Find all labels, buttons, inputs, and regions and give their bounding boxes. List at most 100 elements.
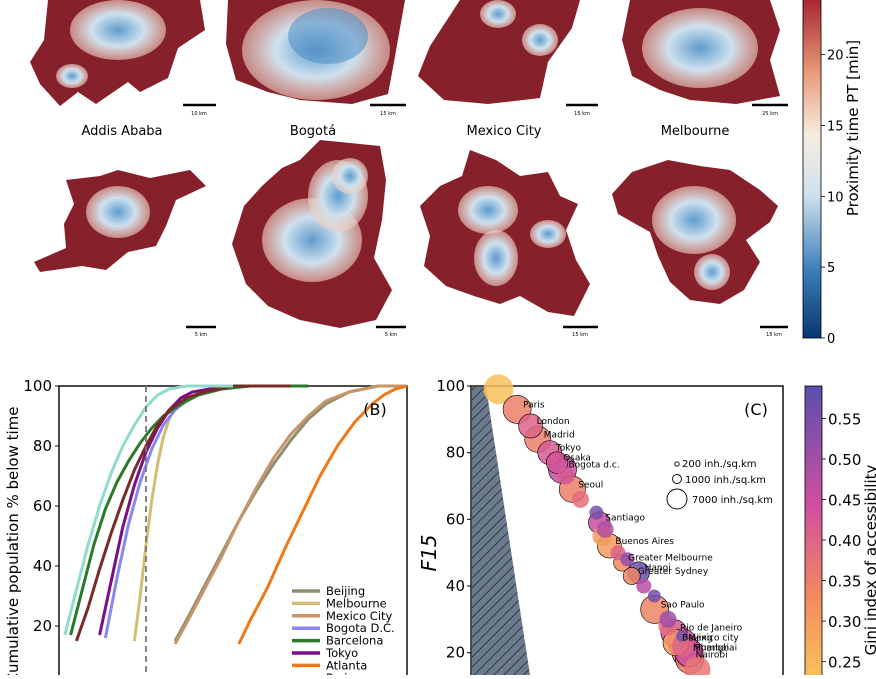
- city-point-label: Buenos Aires: [615, 537, 674, 547]
- pt-colorbar: 0 5 10 15 20 Proximity time PT [min]: [802, 0, 862, 347]
- series-line-mexico-city: [173, 384, 407, 645]
- city-point: [659, 610, 677, 628]
- panel-b-yticks: 20 40 60 80 100: [23, 377, 59, 635]
- panel-c-ytick-label: 100: [436, 377, 465, 395]
- city-point: [518, 413, 543, 439]
- legend-entry: Barcelona: [326, 634, 383, 648]
- panel-b-ytick-label: 40: [33, 557, 52, 575]
- gini-tick-label: 0.45: [828, 492, 861, 510]
- panel-c-ytick-label: 40: [446, 577, 465, 595]
- gini-colorbar-label: Gini index of accessibility: [862, 465, 876, 656]
- panel-c-ytick-label: 80: [446, 444, 465, 462]
- panel-b-ylabel: Cumulative population % below time: [4, 406, 22, 675]
- gini-tick-label: 0.30: [828, 613, 861, 631]
- panel-c-ylabel: F15: [417, 535, 441, 572]
- map-melbourne-scalebar: 15 km: [766, 332, 782, 338]
- map-top-2: 15 km: [226, 0, 406, 117]
- map-title-addis-ababa: Addis Ababa: [81, 124, 162, 139]
- city-point-label: Hanoi: [645, 564, 671, 574]
- size-legend-small-marker: [674, 461, 680, 467]
- city-point-label: Madrid: [544, 430, 575, 440]
- city-point-label: Sao Paulo: [661, 600, 705, 610]
- panel-b-ytick-label: 20: [33, 617, 52, 635]
- city-point: [571, 490, 589, 508]
- pt-colorbar-gradient: [802, 0, 822, 339]
- city-point-label: Santiago: [605, 514, 645, 524]
- city-point: [557, 467, 575, 485]
- size-legend-large: 7000 inh./sq.km: [692, 495, 773, 506]
- gini-colorbar-gradient: [804, 385, 823, 679]
- city-point-label: Osaka: [563, 454, 591, 464]
- size-legend-large-marker: [666, 488, 688, 510]
- city-point: [483, 374, 514, 405]
- gini-tick-label: 0.35: [828, 573, 861, 591]
- city-point-label: Greater Sydney: [638, 567, 709, 577]
- panel-c-size-legend: 200 inh./sq.km 1000 inh./sq.km 7000 inh.…: [666, 459, 773, 510]
- gini-tick-label: 0.55: [828, 410, 861, 428]
- map-title-melbourne: Melbourne: [661, 124, 730, 139]
- city-point-label: Mumbai: [693, 644, 729, 654]
- map-top-1-scalebar: 10 km: [191, 111, 207, 117]
- map-row-top: 10 km 15 km 15 km 25 km: [30, 0, 788, 117]
- size-legend-medium: 1000 inh./sq.km: [685, 475, 766, 486]
- panel-b-ytick-label: 80: [33, 437, 52, 455]
- map-top-4: 25 km: [622, 0, 788, 117]
- legend-entry: Melbourne: [326, 596, 387, 610]
- map-mexico-city: 15 km: [420, 150, 598, 338]
- legend-entry: Tokyo: [325, 646, 358, 660]
- city-point: [671, 635, 694, 657]
- pt-tick-label: 15: [827, 120, 844, 135]
- city-point-label: Mexico city: [688, 634, 739, 644]
- city-point-label: Greater Melbourne: [628, 554, 713, 564]
- city-point: [684, 656, 711, 679]
- size-legend-small: 200 inh./sq.km: [682, 459, 757, 470]
- map-top-3-scalebar: 15 km: [574, 111, 590, 117]
- legend-entry: Mexico City: [326, 609, 393, 623]
- map-top-1: 10 km: [30, 0, 216, 117]
- city-point: [622, 567, 641, 585]
- city-point: [596, 520, 614, 538]
- map-title-bogota: Bogotá: [290, 124, 336, 139]
- city-point: [620, 552, 635, 567]
- pt-tick-label: 10: [827, 190, 844, 205]
- city-point-label: Tokyo: [555, 444, 582, 454]
- city-point-label: Seoul: [578, 480, 603, 490]
- map-addis-ababa: 5 km: [34, 170, 216, 338]
- gini-tick-label: 0.40: [828, 532, 861, 550]
- map-top-4-scalebar: 25 km: [762, 111, 778, 117]
- pt-tick-label: 20: [827, 49, 844, 64]
- panel-b-ytick-label: 100: [23, 377, 52, 395]
- panel-c-point-labels: Mumbai Paris Bogota d.c. Sao Paulo Mexico ci…: [523, 400, 743, 660]
- panel-b-ytick-label: 60: [33, 497, 52, 515]
- legend-entry: Bogota D.C.: [326, 621, 395, 635]
- panel-c-label: (C): [744, 400, 768, 419]
- size-legend-medium-marker: [672, 474, 682, 484]
- gini-colorbar-ticks: 0.25 0.30 0.35 0.40 0.45 0.50 0.55: [822, 410, 861, 672]
- pt-tick-label: 0: [827, 332, 835, 347]
- city-point: [647, 589, 661, 603]
- panel-b: 20 40 60 80 100 Cumulative population % belo…: [4, 377, 408, 679]
- gini-colorbar: 0.25 0.30 0.35 0.40 0.45 0.50 0.55 Gini index …: [804, 385, 876, 679]
- city-point-label: Nairobi: [696, 650, 728, 660]
- legend-entry: Paris: [326, 671, 353, 675]
- panel-c: Mumbai Paris Bogota d.c. Sao Paulo Mexico ci…: [417, 374, 784, 679]
- map-top-2-scalebar: 15 km: [380, 111, 396, 117]
- panel-c-points: [483, 374, 711, 679]
- city-point-label: Shanghai: [695, 644, 737, 654]
- legend-entry: Atlanta: [326, 658, 367, 672]
- city-point-label: London: [537, 417, 570, 427]
- legend-entry: Beijing: [326, 584, 365, 598]
- map-bogota: 5 km: [232, 140, 406, 338]
- series-line-atlanta: [237, 384, 408, 645]
- map-melbourne: 15 km: [612, 160, 788, 338]
- city-point: [636, 578, 652, 594]
- gini-tick-label: 0.25: [828, 654, 861, 672]
- map-title-mexico-city: Mexico City: [466, 124, 541, 139]
- city-point: [589, 505, 604, 520]
- map-top-3: 15 km: [418, 0, 598, 117]
- pt-colorbar-label: Proximity time PT [min]: [844, 40, 862, 216]
- panel-b-lines: [63, 384, 408, 645]
- city-point-label: Rio de Janeiro: [680, 624, 743, 634]
